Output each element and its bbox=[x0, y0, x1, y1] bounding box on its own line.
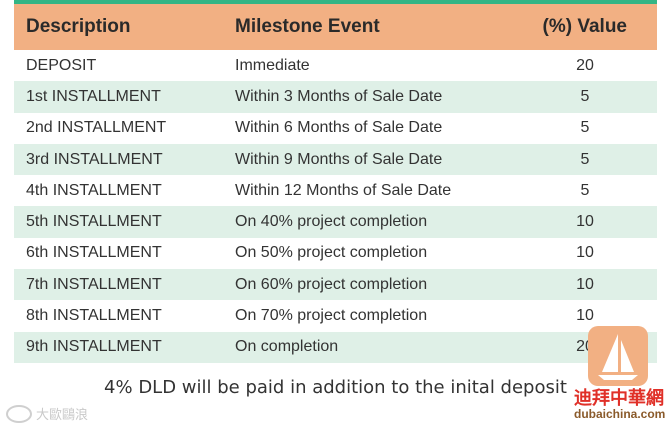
cell-milestone: On completion bbox=[235, 338, 339, 356]
top-accent-bar bbox=[14, 0, 657, 4]
header-description: Description bbox=[26, 16, 131, 37]
cell-milestone: Within 6 Months of Sale Date bbox=[235, 119, 443, 137]
cell-description: 3rd INSTALLMENT bbox=[26, 150, 163, 168]
cell-value: 5 bbox=[580, 150, 590, 168]
cell-value: 5 bbox=[580, 87, 590, 105]
table-row: 8th INSTALLMENT On 70% project completio… bbox=[14, 300, 657, 331]
table-row: 9th INSTALLMENT On completion 20 bbox=[14, 331, 657, 363]
table-row: 1st INSTALLMENT Within 3 Months of Sale … bbox=[14, 81, 657, 113]
table-row: 2nd INSTALLMENT Within 6 Months of Sale … bbox=[14, 113, 657, 144]
dld-note: 4% DLD will be paid in addition to the i… bbox=[104, 377, 567, 398]
payment-plan-table: Description Milestone Event (%) Value DE… bbox=[14, 4, 657, 363]
cell-description: 7th INSTALLMENT bbox=[26, 275, 162, 293]
cell-milestone: On 70% project completion bbox=[235, 307, 428, 325]
header-milestone-event: Milestone Event bbox=[235, 16, 380, 37]
cell-description: 4th INSTALLMENT bbox=[26, 181, 162, 199]
cell-description: DEPOSIT bbox=[26, 56, 97, 74]
watermark-left-text: 大歐鷗浪 bbox=[36, 407, 89, 422]
watermark-chinese-text: 迪拜中華網 bbox=[574, 388, 664, 409]
cell-description: 8th INSTALLMENT bbox=[26, 307, 162, 325]
cell-value: 10 bbox=[576, 244, 594, 262]
cell-milestone: Immediate bbox=[235, 56, 310, 74]
cell-milestone: On 60% project completion bbox=[235, 275, 428, 293]
cell-description: 5th INSTALLMENT bbox=[26, 213, 162, 231]
cell-description: 9th INSTALLMENT bbox=[26, 338, 162, 356]
table-row: 7th INSTALLMENT On 60% project completio… bbox=[14, 269, 657, 301]
cell-milestone: Within 3 Months of Sale Date bbox=[235, 87, 443, 105]
watermark-right-logo: 迪拜中華網 dubaichina.com bbox=[572, 326, 666, 424]
cell-value: 5 bbox=[580, 181, 590, 199]
cell-milestone: On 40% project completion bbox=[235, 213, 428, 231]
cell-milestone: Within 9 Months of Sale Date bbox=[235, 150, 443, 168]
cell-description: 6th INSTALLMENT bbox=[26, 244, 162, 262]
cell-milestone: Within 12 Months of Sale Date bbox=[235, 181, 452, 199]
cell-value: 10 bbox=[576, 307, 594, 325]
sail-logo-icon bbox=[588, 326, 648, 386]
cell-description: 1st INSTALLMENT bbox=[26, 87, 161, 105]
cell-description: 2nd INSTALLMENT bbox=[26, 119, 167, 137]
table-row: 4th INSTALLMENT Within 12 Months of Sale… bbox=[14, 175, 657, 206]
weibo-logo-icon bbox=[6, 404, 32, 423]
table-row: 3rd INSTALLMENT Within 9 Months of Sale … bbox=[14, 143, 657, 176]
table-header: Description Milestone Event (%) Value bbox=[14, 4, 657, 50]
cell-value: 10 bbox=[576, 275, 594, 293]
table-row: 5th INSTALLMENT On 40% project completio… bbox=[14, 206, 657, 238]
watermark-url: dubaichina.com bbox=[574, 407, 666, 421]
table-row: DEPOSIT Immediate 20 bbox=[14, 50, 657, 81]
cell-milestone: On 50% project completion bbox=[235, 244, 428, 262]
header-value: (%) Value bbox=[542, 16, 627, 37]
cell-value: 5 bbox=[580, 119, 590, 137]
watermark-left: 大歐鷗浪 bbox=[6, 404, 88, 423]
cell-value: 20 bbox=[576, 56, 594, 74]
table-row: 6th INSTALLMENT On 50% project completio… bbox=[14, 238, 657, 269]
cell-value: 10 bbox=[576, 213, 594, 231]
